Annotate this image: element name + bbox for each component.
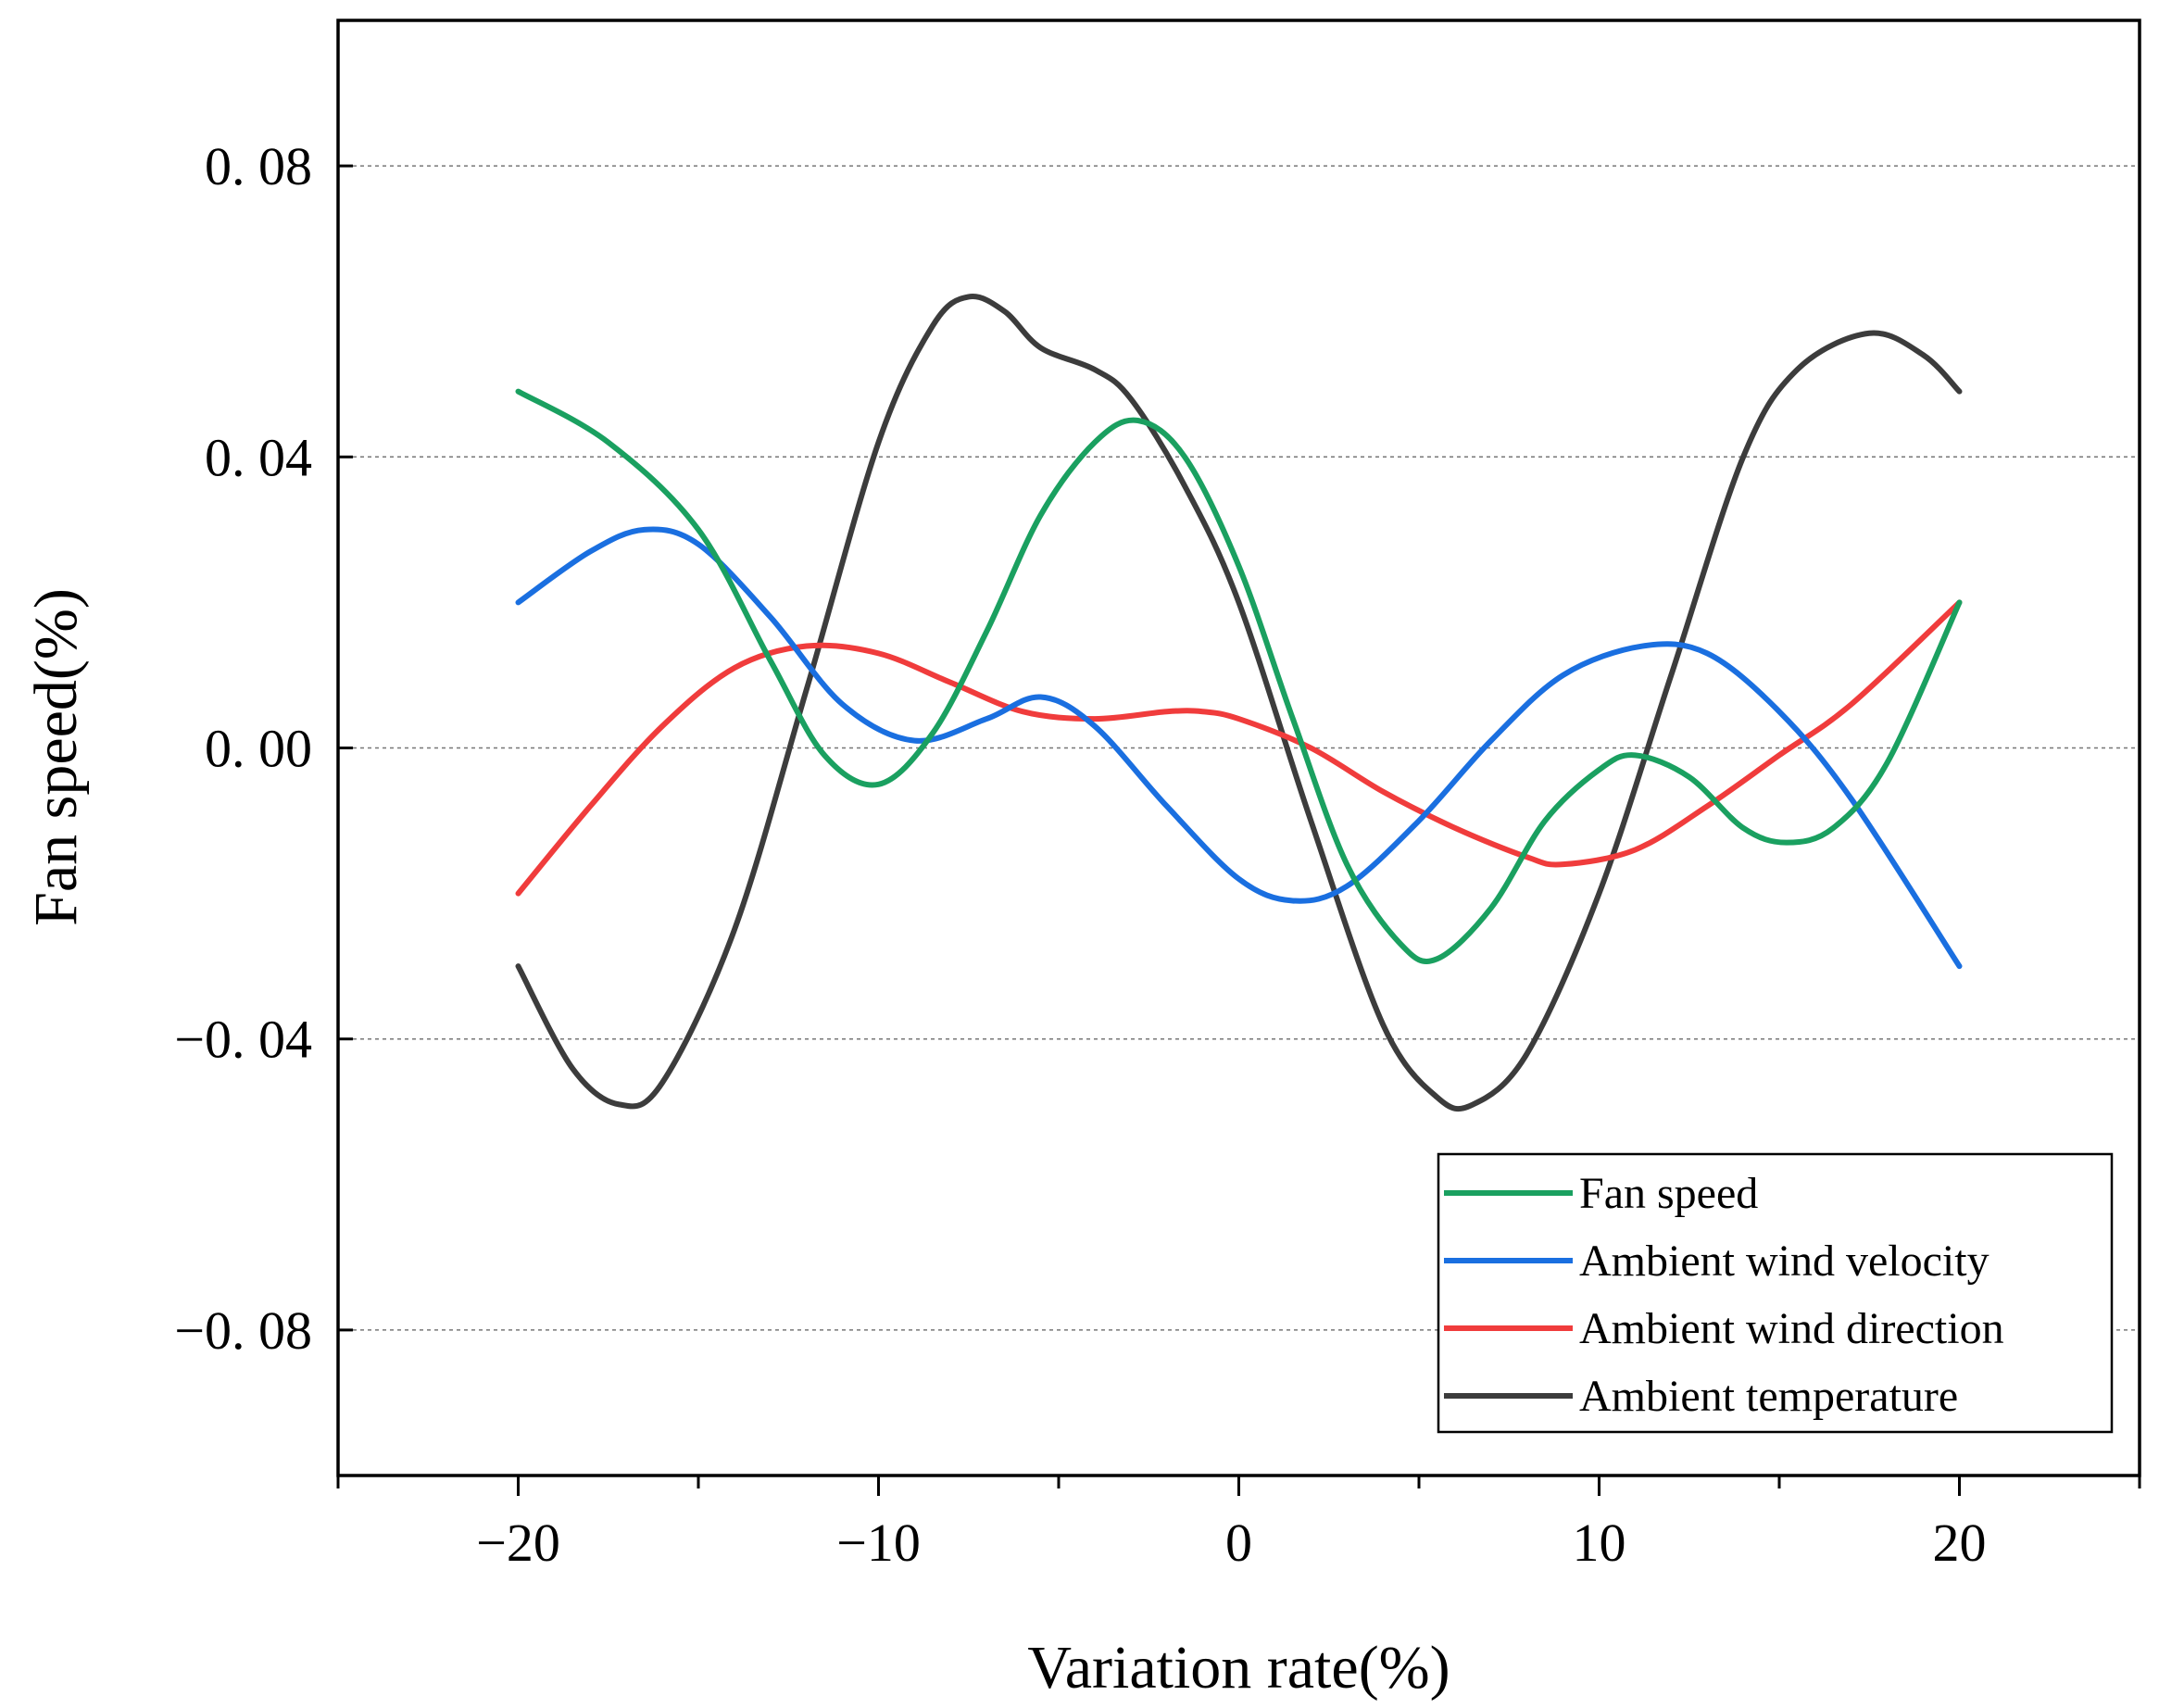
y-axis-title: Fan speed(%) (22, 588, 90, 926)
x-tick-label: −10 (836, 1513, 921, 1573)
series-line-ambient-wind-velocity (515, 526, 1963, 970)
legend-label-ambient-wind-direction: Ambient wind direction (1579, 1304, 2004, 1353)
y-axis-ticks: 0. 08 0. 04 0. 00 −0. 04 −0. 08 (174, 136, 353, 1361)
y-tick-label: 0. 04 (205, 427, 312, 487)
legend-label-ambient-temperature: Ambient temperature (1579, 1372, 1958, 1421)
y-tick-label: −0. 08 (174, 1300, 312, 1361)
x-tick-label: 10 (1573, 1513, 1626, 1573)
x-tick-label: 0 (1225, 1513, 1252, 1573)
legend-label-ambient-wind-velocity: Ambient wind velocity (1579, 1237, 1990, 1286)
series-line-fan-speed (515, 388, 1963, 964)
x-tick-label: 20 (1933, 1513, 1987, 1573)
series-line-ambient-temperature (515, 294, 1963, 1112)
x-axis-ticks: −20 −10 0 10 20 (336, 1476, 2141, 1573)
legend-box (1437, 1152, 2114, 1434)
series-lines (515, 294, 1963, 1112)
legend-label-fan-speed: Fan speed (1579, 1169, 1758, 1218)
y-tick-label: 0. 00 (205, 719, 312, 779)
y-tick-label: 0. 08 (205, 136, 312, 196)
series-line-ambient-wind-direction (515, 599, 1963, 897)
legend: Fan speed Ambient wind velocity Ambient wi… (1437, 1152, 2114, 1434)
x-tick-label: −20 (476, 1513, 560, 1573)
x-axis-title: Variation rate(%) (1027, 1634, 1450, 1702)
y-tick-label: −0. 04 (174, 1010, 312, 1070)
